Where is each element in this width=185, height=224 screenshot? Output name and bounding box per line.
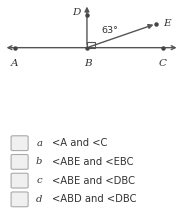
Text: A: A [11,60,18,69]
Bar [87,42,95,48]
Text: <ABE and <DBC: <ABE and <DBC [52,176,135,186]
FancyBboxPatch shape [11,192,28,207]
Text: C: C [159,60,167,69]
Text: D: D [72,8,80,17]
FancyBboxPatch shape [11,136,28,151]
Text: <ABE and <EBC: <ABE and <EBC [52,157,134,167]
Text: 63°: 63° [102,26,119,34]
FancyBboxPatch shape [11,155,28,169]
Text: a: a [36,139,42,148]
FancyBboxPatch shape [11,173,28,188]
Text: c: c [36,176,42,185]
Text: B: B [84,60,92,69]
Text: <ABD and <DBC: <ABD and <DBC [52,194,137,204]
Text: E: E [164,19,171,28]
Text: <A and <C: <A and <C [52,138,107,148]
Text: d: d [36,195,42,204]
Text: b: b [36,157,42,166]
